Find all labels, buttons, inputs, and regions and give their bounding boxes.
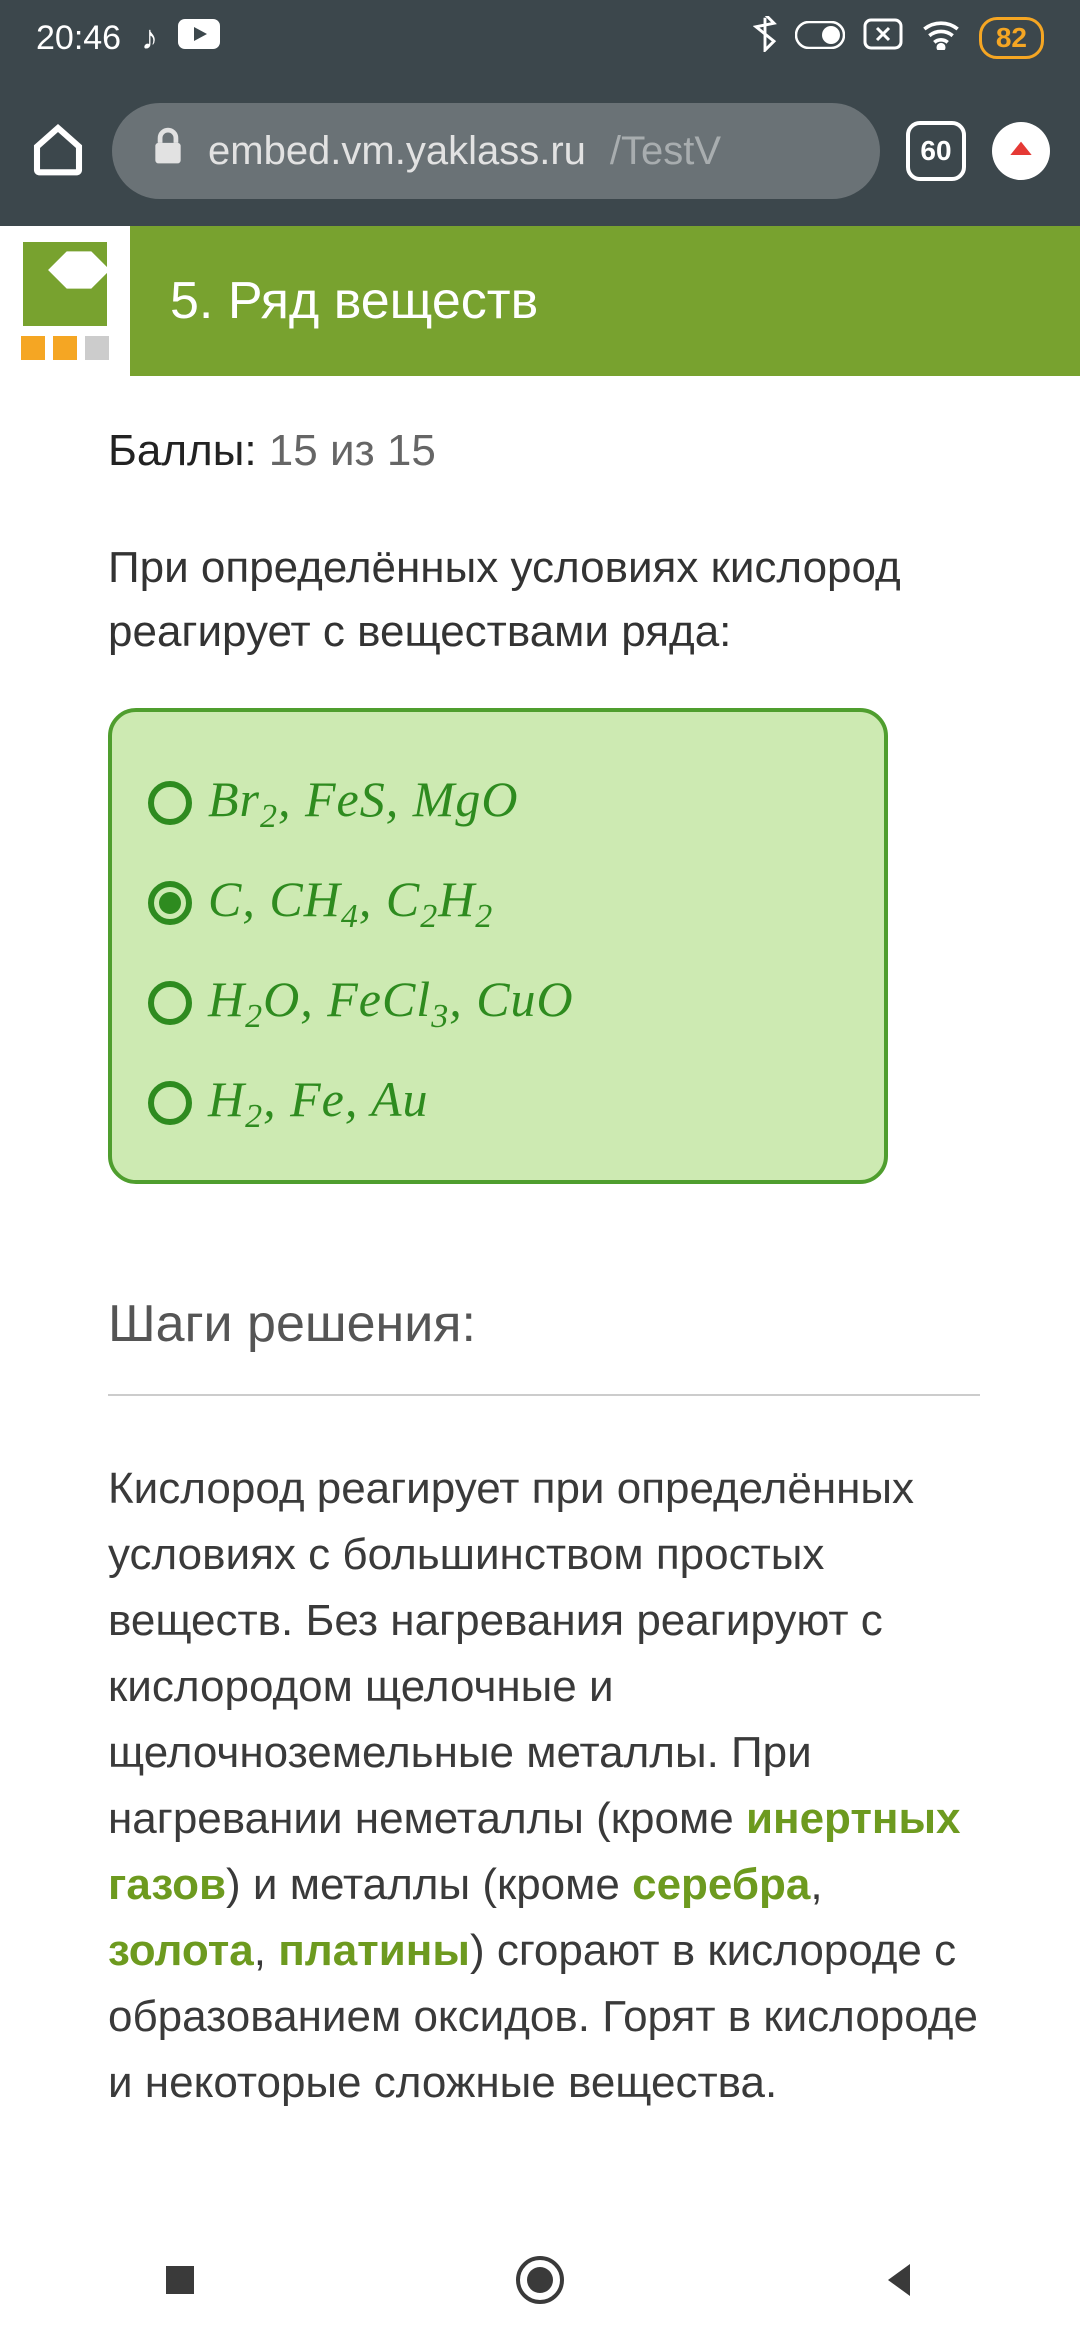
close-box-icon — [863, 18, 903, 59]
option-3[interactable]: H2O, FeCl3, CuO — [148, 970, 848, 1036]
android-nav-bar — [0, 2220, 1080, 2340]
youtube-icon — [178, 19, 220, 58]
lock-icon — [152, 127, 184, 175]
toggle-icon — [795, 19, 845, 58]
option-1[interactable]: Br2, FeS, MgO — [148, 770, 848, 836]
solution-span: ) и металлы (кроме — [226, 1860, 632, 1909]
site-logo[interactable] — [0, 226, 130, 376]
score-label: Баллы: — [108, 426, 257, 475]
divider — [108, 1394, 980, 1396]
home-icon[interactable] — [30, 121, 86, 182]
radio-icon — [148, 1081, 192, 1125]
score-value: 15 из 15 — [269, 426, 436, 475]
browser-bar: embed.vm.yaklass.ru/TestV 60 — [0, 76, 1080, 226]
status-bar: 20:46 ♪ 82 — [0, 0, 1080, 76]
status-right: 82 — [753, 16, 1044, 61]
radio-icon — [148, 981, 192, 1025]
music-icon: ♪ — [141, 19, 158, 58]
answer-box: Br2, FeS, MgO C, CH4, C2H2 H2O, FeCl3, C… — [108, 708, 888, 1184]
radio-icon — [148, 881, 192, 925]
bluetooth-icon — [753, 16, 777, 61]
page-title: 5. Ряд веществ — [130, 226, 1080, 376]
solution-title: Шаги решения: — [108, 1294, 980, 1354]
content: Баллы: 15 из 15 При определённых условия… — [0, 376, 1080, 2116]
scroll-top-button[interactable] — [992, 122, 1050, 180]
page-header: 5. Ряд веществ — [0, 226, 1080, 376]
highlight: золота — [108, 1926, 254, 1975]
option-formula: C, CH4, C2H2 — [208, 870, 493, 936]
tab-count[interactable]: 60 — [906, 121, 966, 181]
option-formula: Br2, FeS, MgO — [208, 770, 519, 836]
status-left: 20:46 ♪ — [36, 19, 220, 58]
home-button[interactable] — [512, 2252, 568, 2308]
url-path: /TestV — [610, 129, 721, 174]
option-formula: H2O, FeCl3, CuO — [208, 970, 574, 1036]
highlight: серебра — [632, 1860, 810, 1909]
status-time: 20:46 — [36, 19, 121, 58]
logo-dots — [21, 336, 109, 360]
solution-text: Кислород реагирует при определённых усло… — [108, 1456, 980, 2116]
question-text: При определённых условиях кислород реаги… — [108, 536, 980, 664]
back-button[interactable] — [872, 2252, 928, 2308]
url-host: embed.vm.yaklass.ru — [208, 129, 586, 174]
option-4[interactable]: H2, Fe, Au — [148, 1070, 848, 1136]
solution-span: Кислород реагирует при определённых усло… — [108, 1464, 914, 1843]
url-bar[interactable]: embed.vm.yaklass.ru/TestV — [112, 103, 880, 199]
radio-icon — [148, 781, 192, 825]
highlight: платины — [278, 1926, 470, 1975]
option-formula: H2, Fe, Au — [208, 1070, 429, 1136]
recent-apps-button[interactable] — [152, 2252, 208, 2308]
battery-badge: 82 — [979, 17, 1044, 59]
option-2[interactable]: C, CH4, C2H2 — [148, 870, 848, 936]
score-line: Баллы: 15 из 15 — [108, 426, 980, 476]
solution-span: , — [254, 1926, 278, 1975]
solution-span: , — [810, 1860, 822, 1909]
wifi-icon — [921, 18, 961, 59]
edit-icon — [23, 242, 107, 326]
